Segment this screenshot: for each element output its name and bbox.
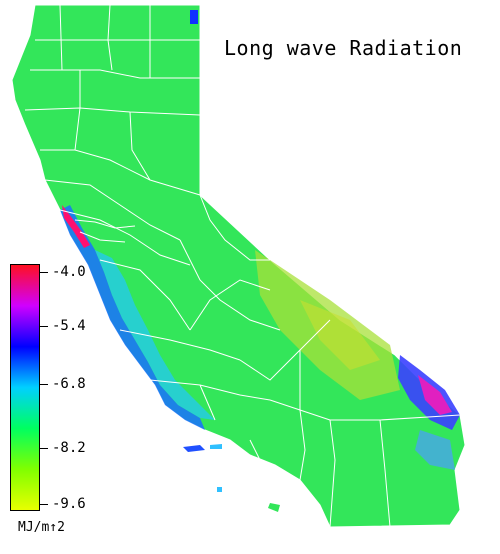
coastal-band-light <box>95 250 215 420</box>
legend-tick <box>40 504 48 505</box>
legend-tick <box>40 448 48 449</box>
legend-tick-label: -8.2 <box>52 440 86 456</box>
legend-tick <box>40 384 48 385</box>
channel-island-3 <box>268 503 280 512</box>
coastal-band <box>60 205 205 430</box>
bay-area-hotspot <box>62 205 90 248</box>
channel-island-4 <box>217 487 222 492</box>
county-boundaries <box>24 4 461 528</box>
legend-tick-label: -5.4 <box>52 318 86 334</box>
legend-unit: MJ/m↑2 <box>18 520 65 535</box>
legend-tick-label: -9.6 <box>52 496 86 512</box>
north-east-hotspot <box>190 10 198 24</box>
channel-island-1 <box>183 445 205 452</box>
map-title: Long wave Radiation <box>224 36 463 60</box>
legend-tick <box>40 272 48 273</box>
legend-tick-label: -6.8 <box>52 376 86 392</box>
legend-tick-label: -4.0 <box>52 264 86 280</box>
southeast-lower <box>415 430 455 470</box>
southeast-hotspot-core <box>418 375 452 415</box>
legend-tick <box>40 326 48 327</box>
desert-region-2 <box>300 300 380 370</box>
channel-island-2 <box>210 444 222 449</box>
legend-colorbar <box>10 264 40 511</box>
